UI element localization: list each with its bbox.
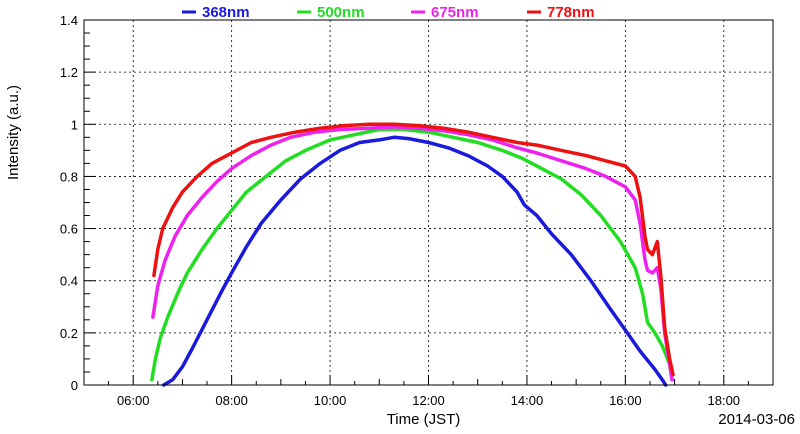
y-tick-label: 0.2 [60, 326, 78, 341]
y-tick-label: 0.8 [60, 169, 78, 184]
date-label: 2014-03-06 [718, 411, 795, 428]
axes: 06:00 08:00 10:00 12:00 14:00 16:00 18:00 0 0.2 0… [60, 13, 749, 408]
x-tick-label: 12:00 [412, 393, 445, 408]
series-line-778nm [152, 122, 675, 377]
series-line-675nm [151, 125, 674, 382]
y-tick-label: 1.2 [60, 65, 78, 80]
series-line-368nm [161, 135, 668, 387]
legend-label: 500nm [317, 4, 365, 21]
legend: 368nm 500nm 675nm 778nm [182, 4, 595, 21]
x-tick-label: 06:00 [117, 393, 150, 408]
legend-label: 675nm [431, 4, 479, 21]
x-tick-label: 18:00 [708, 393, 741, 408]
y-tick-label: 1.4 [60, 13, 78, 28]
y-tick-label: 1 [71, 117, 78, 132]
x-tick-label: 16:00 [609, 393, 642, 408]
x-tick-label: 10:00 [314, 393, 347, 408]
x-tick-label: 08:00 [215, 393, 248, 408]
x-tick-label: 14:00 [511, 393, 544, 408]
legend-label: 368nm [202, 4, 250, 21]
y-tick-label: 0.6 [60, 222, 78, 237]
y-tick-label: 0.4 [60, 274, 78, 289]
series-line-500nm [150, 127, 674, 382]
plot-data-series [150, 122, 675, 387]
y-axis-label: Intensity (a.u.) [5, 85, 22, 180]
y-tick-label: 0 [71, 378, 78, 393]
x-axis-label: Time (JST) [387, 411, 461, 428]
legend-label: 778nm [547, 4, 595, 21]
grid-lines [84, 19, 773, 386]
